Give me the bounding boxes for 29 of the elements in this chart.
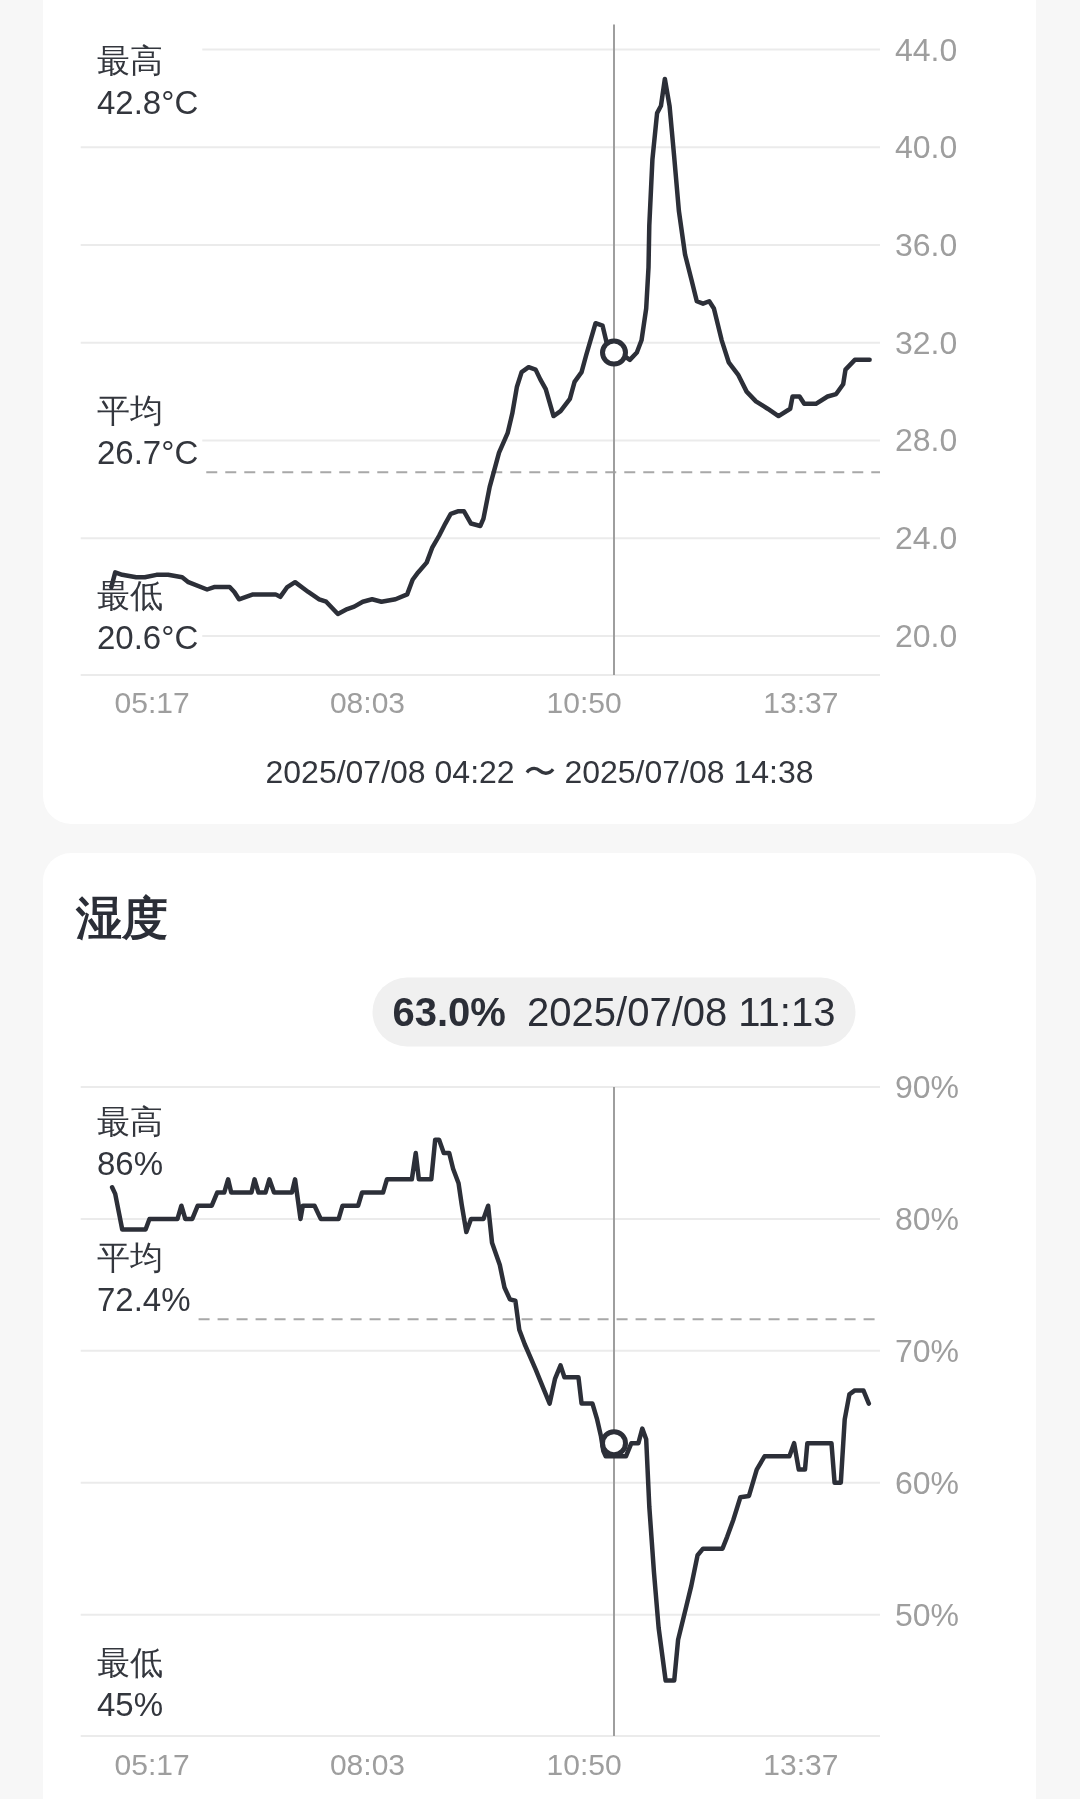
y-tick-label: 24.0 [895, 520, 958, 557]
x-tick-label: 13:37 [763, 1747, 839, 1781]
y-tick-label: 60% [895, 1464, 960, 1501]
x-tick-label: 08:03 [329, 685, 405, 719]
x-tick-label: 10:50 [546, 685, 622, 719]
y-tick-label: 70% [895, 1332, 960, 1369]
annotation: 最高 86% [97, 1102, 164, 1182]
x-tick-label: 13:37 [763, 685, 839, 719]
y-tick-label: 44.0 [895, 31, 958, 68]
y-tick-label: 50% [895, 1596, 960, 1633]
y-tick-label: 40.0 [895, 129, 958, 166]
y-tick-label: 32.0 [895, 324, 958, 361]
ref-line-label: 平均 26.7°C [97, 391, 199, 471]
y-tick-label: 36.0 [895, 227, 958, 264]
y-tick-label: 28.0 [895, 422, 958, 459]
annotation: 最低 45% [97, 1643, 164, 1723]
annotation: 最低 20.6°C [97, 576, 199, 656]
y-tick-label: 20.0 [895, 617, 958, 654]
x-tick-label: 08:03 [329, 1747, 405, 1781]
x-tick-label: 10:50 [546, 1747, 622, 1781]
ref-line-label: 平均 72.4% [97, 1238, 191, 1318]
annotation: 最高 42.8°C [97, 41, 199, 121]
x-tick-label: 05:17 [114, 1747, 190, 1781]
y-tick-label: 80% [895, 1200, 960, 1237]
y-tick-label: 90% [895, 1069, 960, 1105]
x-axis-title: 2025/07/08 04:22 〜 2025/07/08 14:38 [265, 754, 814, 790]
chart-title: 湿度 [75, 892, 168, 944]
x-tick-label: 05:17 [114, 685, 190, 719]
text: 63.0% 2025/07/08 11:13 [392, 990, 836, 1034]
